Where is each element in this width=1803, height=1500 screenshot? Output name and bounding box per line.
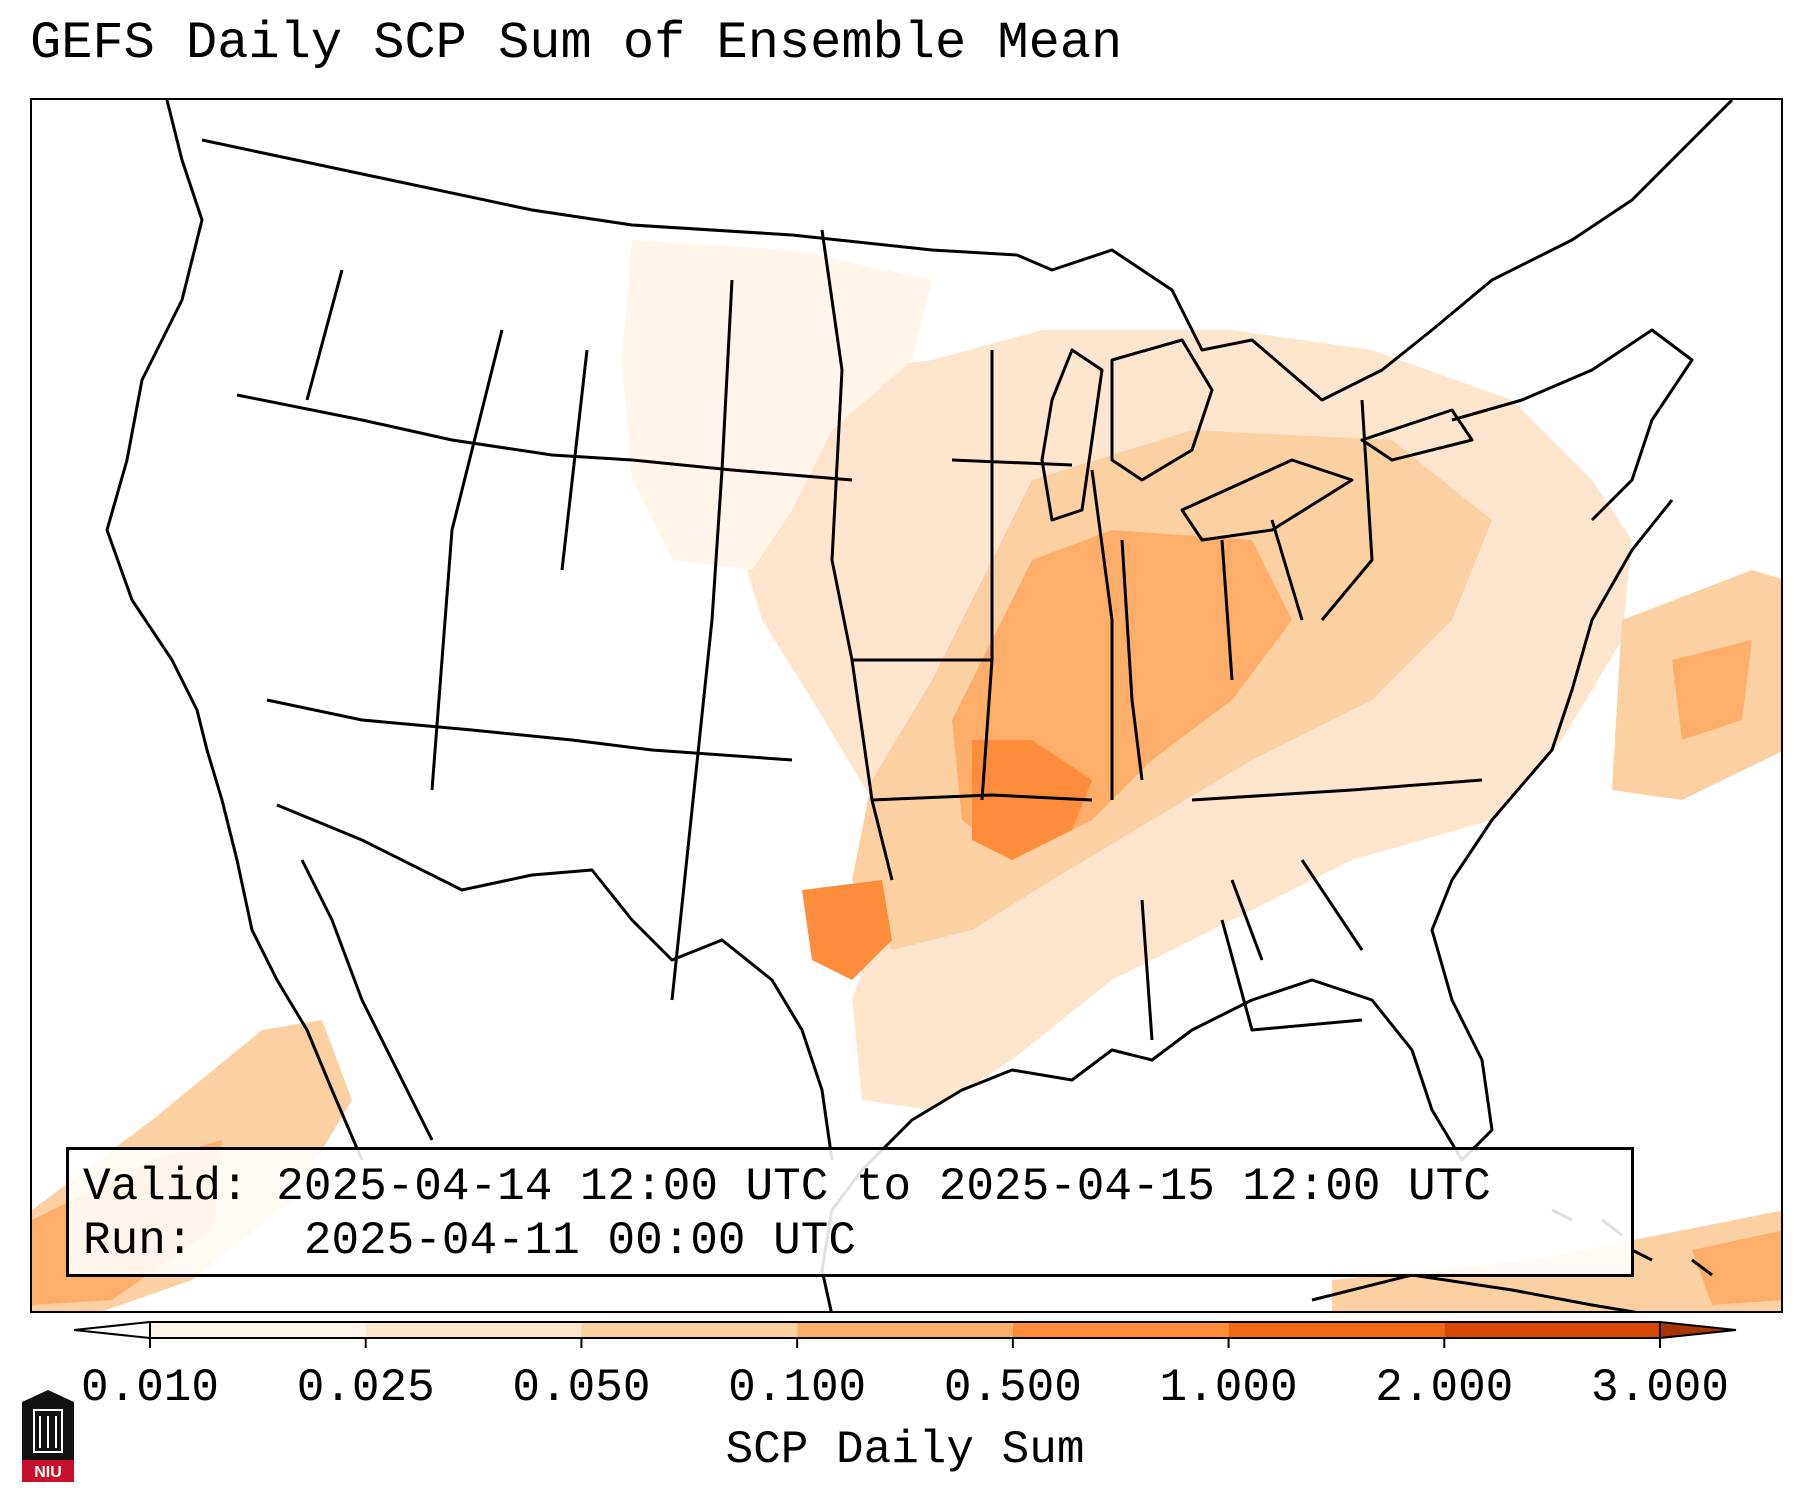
- map-panel: [30, 98, 1783, 1313]
- colorbar-extend-high: [1659, 1320, 1737, 1340]
- colorbar-segment: [365, 1322, 582, 1338]
- colorbar-tick-label: 0.500: [943, 1362, 1082, 1414]
- run-row: Run: 2025-04-11 00:00 UTC: [83, 1214, 1617, 1268]
- colorbar-segment: [797, 1322, 1013, 1338]
- valid-row: Valid: 2025-04-14 12:00 UTC to 2025-04-1…: [83, 1160, 1617, 1214]
- cuba: [1311, 1273, 1638, 1311]
- scp-core-caribbean: [1692, 1230, 1781, 1305]
- colorbar-segment: [581, 1322, 798, 1338]
- valid-run-info-box: Valid: 2025-04-14 12:00 UTC to 2025-04-1…: [66, 1147, 1634, 1277]
- scp-swath-light-plains: [622, 240, 932, 570]
- colorbar-tick-label: 2.000: [1375, 1362, 1514, 1414]
- colorbar-label: SCP Daily Sum: [725, 1424, 1085, 1476]
- niu-logo-text: NIU: [34, 1464, 62, 1481]
- page-title: GEFS Daily SCP Sum of Ensemble Mean: [30, 14, 1123, 73]
- colorbar-tick-label: 0.050: [512, 1362, 651, 1414]
- mexico-border: [276, 803, 834, 1161]
- colorbar-segment: [1444, 1322, 1660, 1338]
- new-england: [1451, 328, 1694, 522]
- run-value: 2025-04-11 00:00 UTC: [303, 1215, 856, 1267]
- run-label: Run:: [83, 1215, 194, 1267]
- lake-michigan: [1040, 348, 1104, 522]
- lake-ontario: [1360, 408, 1474, 462]
- baja-coast: [300, 859, 434, 1141]
- scp-core: [972, 740, 1092, 860]
- state-lines-central: [820, 229, 1114, 881]
- colorbar-segment: [150, 1322, 366, 1338]
- colorbar-frame: [149, 1321, 1661, 1339]
- lake-erie: [1180, 458, 1354, 542]
- lower-michigan: [1110, 338, 1214, 482]
- colorbar-tick-label: 0.100: [728, 1362, 867, 1414]
- colorbar: [73, 1320, 1737, 1348]
- colorbar-segment: [1228, 1322, 1445, 1338]
- great-lakes-region: [1016, 100, 1734, 402]
- colorbar-tick-label: 0.025: [296, 1362, 435, 1414]
- university-tower-icon: NIU: [22, 1390, 74, 1482]
- scp-core-texas: [802, 880, 892, 980]
- colorbar-extend-low: [73, 1320, 151, 1340]
- valid-label: Valid:: [83, 1161, 249, 1213]
- canada-border: [201, 138, 1018, 257]
- colorbar-segment: [1012, 1322, 1229, 1338]
- colorbar-tick-label: 3.000: [1590, 1362, 1730, 1414]
- state-lines-east: [1120, 399, 1483, 1041]
- colorbar-tick-label: 1.000: [1159, 1362, 1298, 1414]
- state-lines-west: [236, 269, 853, 1001]
- scp-core-atlantic: [1672, 640, 1752, 740]
- valid-value: 2025-04-14 12:00 UTC to 2025-04-15 12:00…: [276, 1161, 1491, 1213]
- map-canvas: [32, 100, 1781, 1311]
- colorbar-tick-label: 0.010: [80, 1362, 220, 1414]
- west-coast: [105, 100, 364, 1161]
